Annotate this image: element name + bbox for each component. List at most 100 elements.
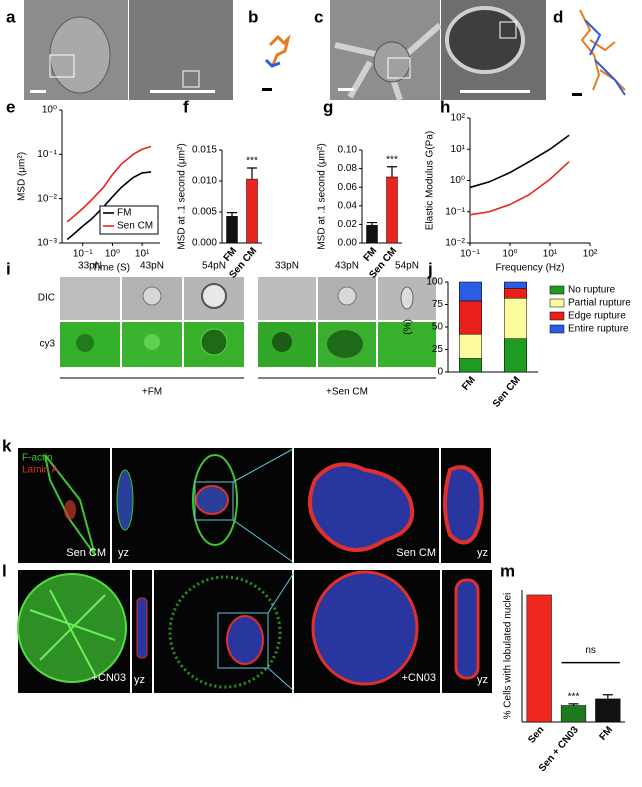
bar bbox=[526, 594, 552, 723]
scale-bar bbox=[572, 93, 582, 96]
panel-label: k bbox=[2, 436, 12, 455]
y-tick-label: 10⁻¹ bbox=[37, 149, 57, 160]
bar bbox=[366, 225, 378, 244]
panel-label: j bbox=[427, 259, 433, 278]
panel-label: c bbox=[314, 7, 323, 26]
panel-label: f bbox=[183, 97, 189, 116]
y-tick-label: 0 bbox=[437, 367, 443, 378]
bar-segment bbox=[504, 281, 527, 289]
group-label: +FM bbox=[142, 387, 162, 398]
legend-label: FM bbox=[117, 208, 131, 219]
force-label: 54pN bbox=[395, 261, 419, 272]
bar-segment bbox=[459, 358, 482, 373]
error-bar bbox=[568, 703, 579, 706]
bead bbox=[337, 286, 357, 306]
bar-segment bbox=[459, 281, 482, 302]
legend-label: Entire rupture bbox=[568, 324, 629, 335]
bead bbox=[400, 286, 414, 310]
bar-segment bbox=[459, 300, 482, 335]
x-tick-label: 10¹ bbox=[543, 249, 558, 260]
line-series bbox=[66, 171, 152, 241]
trajectory bbox=[584, 19, 626, 96]
panel-label: h bbox=[440, 97, 450, 116]
y-tick-label: 0.000 bbox=[192, 238, 217, 249]
bar bbox=[595, 698, 621, 723]
stain-label: Lamin A bbox=[22, 465, 58, 476]
significance: *** bbox=[386, 154, 398, 165]
x-tick-label: 10⁰ bbox=[105, 249, 120, 260]
x-axis-label: Time (S) bbox=[92, 263, 130, 274]
force-label: 43pN bbox=[335, 261, 359, 272]
cell bbox=[192, 454, 238, 546]
panel-label: i bbox=[6, 259, 11, 278]
caption: yz bbox=[118, 547, 129, 559]
image bbox=[154, 570, 292, 693]
image-panels-l bbox=[17, 570, 492, 693]
bar-segment bbox=[504, 288, 527, 299]
row-label: cy3 bbox=[39, 339, 55, 350]
nucleus bbox=[64, 500, 76, 520]
comparison-label: ns bbox=[585, 645, 596, 656]
bar bbox=[560, 705, 587, 723]
panel-label: a bbox=[6, 7, 16, 26]
scale-bar bbox=[338, 88, 354, 91]
scale-bar bbox=[30, 90, 46, 93]
x-tick-label: 10⁻¹ bbox=[73, 249, 93, 260]
line-series bbox=[66, 145, 152, 223]
y-tick-label: 0.015 bbox=[192, 145, 217, 156]
nucleus bbox=[308, 462, 415, 552]
y-tick-label: 10² bbox=[451, 113, 466, 124]
scale-bar bbox=[150, 90, 215, 93]
inset-box bbox=[217, 612, 269, 669]
y-tick-label: 10⁰ bbox=[42, 105, 57, 116]
nucleus bbox=[454, 578, 480, 680]
x-tick-label: FM bbox=[362, 246, 380, 264]
caption: yz bbox=[134, 674, 145, 686]
cell bbox=[44, 454, 96, 556]
y-tick-label: 100 bbox=[426, 277, 443, 288]
x-tick-label: FM bbox=[460, 375, 478, 393]
caption: yz bbox=[477, 674, 488, 686]
image-panels-k bbox=[18, 448, 491, 563]
panel-label: b bbox=[248, 7, 258, 26]
bar-segment bbox=[504, 297, 527, 339]
y-tick-label: 0.00 bbox=[338, 238, 358, 249]
significance: *** bbox=[568, 691, 580, 702]
error-bar bbox=[367, 221, 377, 226]
legend-label: No rupture bbox=[568, 285, 616, 296]
bar-segment bbox=[504, 338, 527, 373]
legend-swatch bbox=[549, 324, 565, 334]
y-tick-label: 75 bbox=[432, 299, 444, 310]
y-tick-label: 0.08 bbox=[338, 163, 358, 174]
panel-label: d bbox=[553, 7, 563, 26]
rupture bbox=[200, 328, 228, 356]
image bbox=[60, 277, 120, 320]
y-axis-label: (%) bbox=[403, 319, 414, 335]
error-bar bbox=[247, 167, 257, 180]
y-tick-label: 0.005 bbox=[192, 207, 217, 218]
image bbox=[129, 0, 233, 100]
scale-bar bbox=[262, 88, 272, 91]
panel-label: l bbox=[2, 561, 7, 580]
y-tick-label: 0.04 bbox=[338, 200, 358, 211]
error-bar bbox=[602, 694, 613, 699]
inset-box bbox=[182, 70, 200, 88]
x-tick-label: 10⁰ bbox=[502, 249, 517, 260]
nucleus bbox=[445, 6, 525, 74]
image-panels-row1 bbox=[24, 0, 626, 101]
y-tick-label: 50 bbox=[432, 322, 444, 333]
image-panels-i bbox=[60, 277, 436, 379]
force-label: 54pN bbox=[202, 261, 226, 272]
stain-label: F-actin bbox=[22, 453, 53, 464]
y-tick-label: 10⁻² bbox=[445, 238, 465, 249]
inset-box bbox=[194, 481, 234, 521]
group-label: +Sen CM bbox=[326, 387, 368, 398]
yz-section bbox=[116, 469, 134, 531]
x-tick-label: Sen bbox=[526, 725, 546, 746]
y-axis-label: MSD at .1 second (μm²) bbox=[177, 143, 188, 249]
force-label: 33pN bbox=[78, 261, 102, 272]
nucleus bbox=[226, 615, 264, 665]
y-axis-label: Elastic Modulus G(Pa) bbox=[425, 131, 436, 230]
cell-protrusions bbox=[334, 22, 442, 101]
